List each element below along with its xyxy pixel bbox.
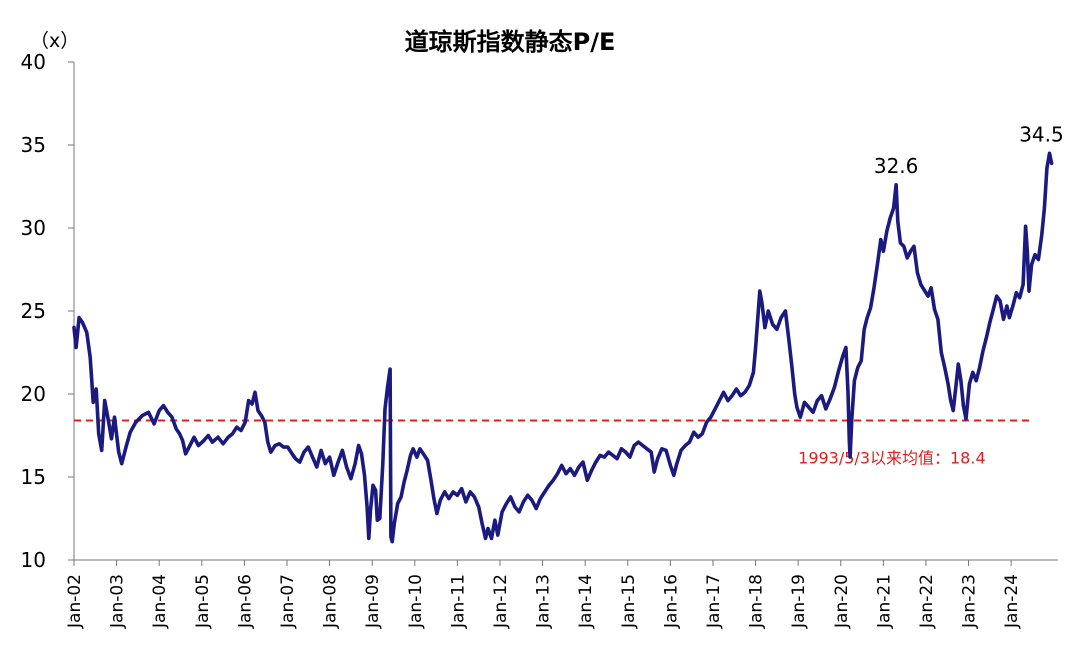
x-tick-label: Jan-16	[661, 574, 681, 629]
x-tick-label: Jan-04	[150, 574, 170, 629]
pe-series-line	[72, 151, 1054, 544]
y-tick-label: 35	[21, 133, 46, 157]
x-tick-label: Jan-23	[960, 574, 980, 629]
x-tick-label: Jan-24	[1002, 574, 1022, 629]
x-tick-label: Jan-13	[534, 574, 554, 629]
mean-label: 1993/5/3以来均值：18.4	[798, 449, 986, 468]
y-tick-label: 10	[21, 548, 46, 572]
x-tick-label: Jan-15	[619, 574, 639, 629]
x-tick-label: Jan-12	[491, 574, 511, 629]
x-tick-label: Jan-08	[321, 574, 341, 629]
peak-annotation: 32.6	[874, 154, 919, 178]
x-tick-label: Jan-06	[235, 574, 255, 629]
y-tick-label: 20	[21, 382, 46, 406]
x-tick-label: Jan-02	[65, 574, 85, 629]
x-tick-label: Jan-07	[278, 574, 298, 629]
y-unit-label: （x）	[30, 30, 80, 52]
y-tick-label: 30	[21, 216, 46, 240]
x-tick-label: Jan-14	[576, 574, 596, 629]
y-tick-label: 15	[21, 465, 46, 489]
y-tick-label: 40	[21, 50, 46, 74]
x-tick-label: Jan-17	[704, 574, 724, 629]
y-tick-label: 25	[21, 299, 46, 323]
x-tick-label: Jan-18	[747, 574, 767, 629]
x-tick-label: Jan-21	[874, 574, 894, 629]
chart-title: 道琼斯指数静态P/E	[404, 28, 616, 56]
x-tick-label: Jan-11	[448, 574, 468, 629]
x-tick-label: Jan-19	[789, 574, 809, 629]
peak-annotation: 34.5	[1019, 122, 1064, 146]
x-tick-label: Jan-05	[193, 574, 213, 629]
x-tick-label: Jan-03	[108, 574, 128, 629]
x-tick-label: Jan-22	[917, 574, 937, 629]
x-tick-label: Jan-10	[406, 574, 426, 629]
x-tick-label: Jan-09	[363, 574, 383, 629]
x-tick-label: Jan-20	[832, 574, 852, 629]
